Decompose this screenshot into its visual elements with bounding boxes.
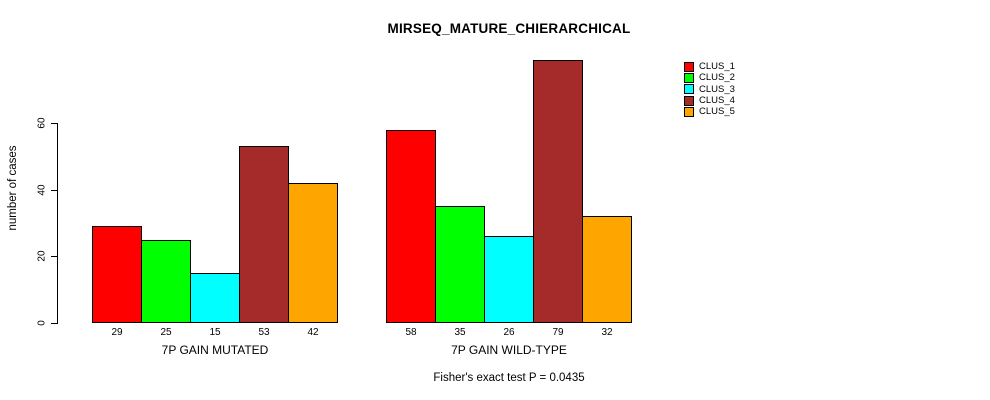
legend-item: CLUS_1 xyxy=(684,61,735,72)
bar-clus_5-group1 xyxy=(288,183,338,323)
bar-value-label: 26 xyxy=(503,327,515,338)
bar-value-label: 79 xyxy=(552,327,564,338)
bar-value-label: 29 xyxy=(111,327,123,338)
y-axis-tick xyxy=(51,123,57,124)
y-axis-label: number of cases xyxy=(7,145,19,231)
y-axis-tick-label: 40 xyxy=(36,184,48,196)
y-axis-tick xyxy=(51,256,57,257)
chart-annotation: Fisher's exact test P = 0.0435 xyxy=(433,372,585,384)
legend-label: CLUS_5 xyxy=(699,106,735,118)
legend-label: CLUS_4 xyxy=(699,95,735,107)
bar-value-label: 58 xyxy=(405,327,417,338)
bar-clus_2-group1 xyxy=(141,240,191,323)
legend-item: CLUS_5 xyxy=(684,106,735,117)
bar-clus_2-group2 xyxy=(435,206,485,323)
legend-label: CLUS_1 xyxy=(699,61,735,73)
bar-value-label: 32 xyxy=(601,327,613,338)
y-axis-tick-label: 20 xyxy=(36,250,48,262)
category-label: 7P GAIN WILD-TYPE xyxy=(451,343,567,357)
y-axis-tick xyxy=(51,190,57,191)
y-axis-tick xyxy=(51,323,57,324)
legend-swatch xyxy=(684,84,694,95)
legend-swatch xyxy=(684,95,694,106)
legend-label: CLUS_3 xyxy=(699,83,735,95)
bar-clus_4-group1 xyxy=(239,146,289,323)
bar-clus_3-group2 xyxy=(484,236,534,323)
legend-item: CLUS_4 xyxy=(684,95,735,106)
y-axis-line xyxy=(57,123,58,324)
bar-clus_1-group2 xyxy=(386,130,436,323)
bar-value-label: 35 xyxy=(454,327,466,338)
legend-label: CLUS_2 xyxy=(699,72,735,84)
bar-clus_5-group2 xyxy=(582,216,632,323)
bar-clus_4-group2 xyxy=(533,60,583,323)
legend-swatch xyxy=(684,72,694,83)
bar-value-label: 53 xyxy=(258,327,270,338)
category-label: 7P GAIN MUTATED xyxy=(161,343,269,357)
chart-title: MIRSEQ_MATURE_CHIERARCHICAL xyxy=(387,21,631,36)
legend-swatch xyxy=(684,106,694,117)
legend-item: CLUS_2 xyxy=(684,72,735,83)
y-axis-tick-label: 60 xyxy=(36,117,48,129)
y-axis-tick-label: 0 xyxy=(36,320,48,326)
bar-value-label: 25 xyxy=(160,327,172,338)
legend-item: CLUS_3 xyxy=(684,84,735,95)
bar-value-label: 42 xyxy=(307,327,319,338)
bar-clus_3-group1 xyxy=(190,273,240,323)
legend-swatch xyxy=(684,61,694,72)
bar-value-label: 15 xyxy=(209,327,221,338)
bar-clus_1-group1 xyxy=(92,226,142,323)
legend: CLUS_1 CLUS_2 CLUS_3 CLUS_4 CLUS_5 xyxy=(684,61,735,117)
